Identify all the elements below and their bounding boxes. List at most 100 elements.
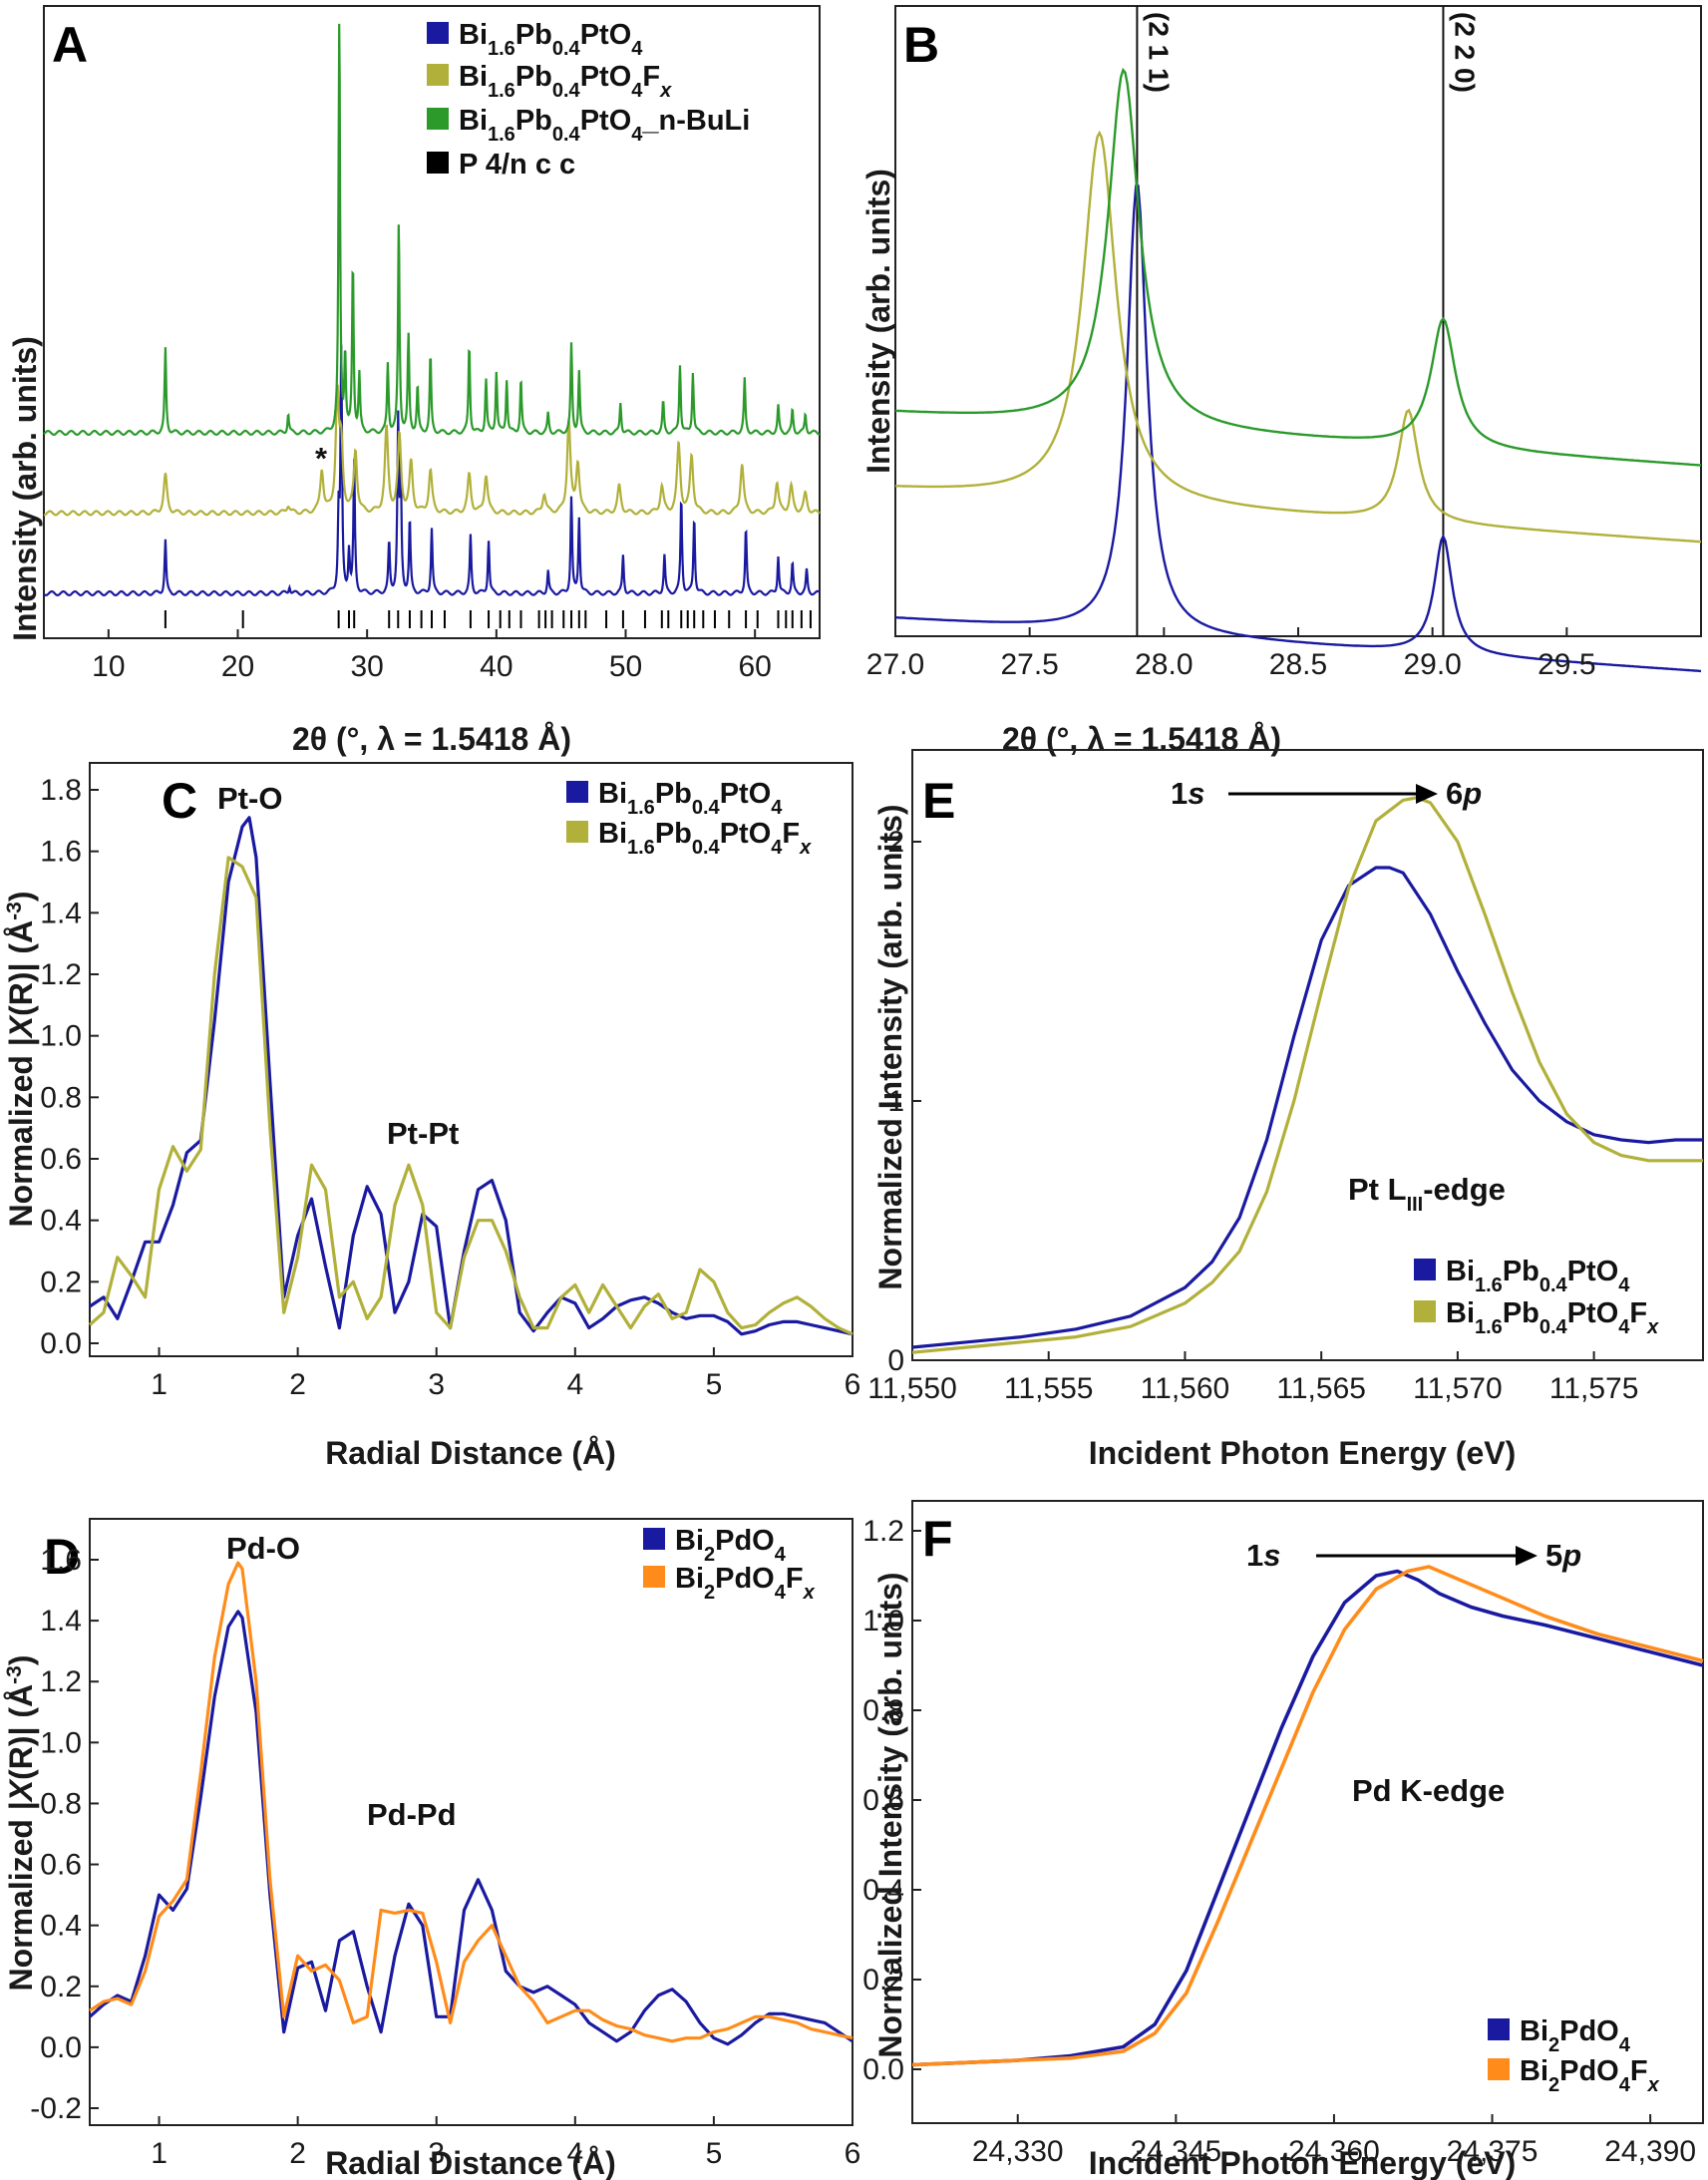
panel-e-legend: Bi1.6Pb0.4PtO4 Bi1.6Pb0.4PtO4Fx (1414, 1256, 1659, 1338)
panel-e-y-axis-title: Normalized Intensity (arb. units) (872, 804, 908, 1289)
panel-d: D 1 2 3 4 5 6-0.20.00.20.40.60.81.01.21.41.6 … (3, 1518, 860, 2180)
panel-b-x-tick-label: 28.5 (1269, 648, 1327, 681)
panel-a-legend-label-4: P 4/n c c (459, 149, 575, 181)
panel-e: E 11,550 11,555 11,560 11,565 11,570 11,57501… (867, 749, 1704, 1471)
panel-d-plot-frame (89, 1518, 854, 2126)
panel-f-x-tick-label: 24,345 (1130, 2135, 1221, 2168)
panel-f-x-tick-label: 24,390 (1604, 2135, 1696, 2168)
panel-d-y-tick-label: -0.2 (30, 2092, 82, 2125)
panel-d-y-tick-label: 1.4 (40, 1605, 82, 1637)
panel-a: A 10 20 30 40 50 60 * Intensity (arb. units) … (7, 5, 821, 757)
panel-f-transition-to: 5p (1545, 1538, 1581, 1573)
panel-d-y-tick-label: 0.8 (40, 1787, 82, 1820)
panel-f-legend-swatch-1 (1488, 2018, 1510, 2040)
panel-f-legend: Bi2PdO4 Bi2PdO4Fx (1488, 2015, 1660, 2096)
panel-f-y-tick-label: 1.0 (862, 1605, 904, 1637)
panel-e-legend-swatch-1 (1414, 1259, 1436, 1280)
panel-e-edge-label: Pt LIII-edge (1348, 1172, 1506, 1216)
panel-d-letter: D (44, 1529, 80, 1585)
panel-a-series-group (43, 23, 821, 597)
panel-a-plot-frame (43, 5, 821, 639)
panel-f-y-tick-label: 0.8 (862, 1694, 904, 1727)
panel-e-x-tick-label: 11,565 (1276, 1372, 1366, 1405)
panel-a-x-tick-label: 20 (221, 650, 254, 683)
panel-a-x-tick-label: 50 (609, 650, 642, 683)
panel-a-letter: A (52, 17, 88, 73)
panel-d-series-2-line (89, 1561, 854, 2043)
panel-a-series-1-line (43, 344, 821, 597)
panel-f-legend-label-1: Bi2PdO4 (1520, 2015, 1631, 2056)
panel-f-legend-swatch-2 (1488, 2058, 1510, 2080)
panel-a-legend-swatch-1 (427, 22, 449, 44)
panel-d-pd-pd-label: Pd-Pd (367, 1797, 457, 1832)
panel-f-ticks: 24,330 24,345 24,360 24,375 24,390 0.0 0.2 0.4 0… (862, 1515, 1696, 2168)
panel-e-y-tick-label: 1 (887, 1085, 904, 1118)
panel-a-x-tick-label: 40 (480, 650, 512, 683)
panel-d-y-tick-label: 1.0 (40, 1726, 82, 1759)
panel-c-legend-label-1: Bi1.6Pb0.4PtO4 (598, 778, 783, 819)
panel-a-series-3-line (43, 23, 821, 437)
panel-e-legend-swatch-2 (1414, 1300, 1436, 1322)
panel-a-x-axis-title: 2θ (°, λ = 1.5418 Å) (292, 721, 571, 757)
panel-f: F 24,330 24,345 24,360 24,375 24,390 0.0 0.2 0.… (862, 1500, 1704, 2180)
panel-c-legend-label-2: Bi1.6Pb0.4PtO4Fx (598, 818, 812, 859)
panel-f-y-tick-label: 0.6 (862, 1784, 904, 1817)
panel-e-y-tick-label: 2 (887, 826, 904, 859)
panel-f-y-tick-label: 0.2 (862, 1964, 904, 1997)
panel-e-x-axis-title: Incident Photon Energy (eV) (1089, 1435, 1516, 1471)
panel-b-x-tick-label: 27.5 (1000, 648, 1058, 681)
panel-b-x-tick-label: 29.0 (1403, 648, 1461, 681)
panel-d-x-tick-label: 2 (289, 2137, 306, 2170)
panel-c-letter: C (162, 773, 197, 829)
panel-c-pt-pt-label: Pt-Pt (387, 1116, 459, 1151)
panel-d-x-tick-label: 1 (151, 2137, 168, 2170)
panel-c-y-tick-label: 0.0 (40, 1327, 82, 1360)
panel-f-x-axis-title: Incident Photon Energy (eV) (1089, 2145, 1516, 2180)
panel-d-ticks: 1 2 3 4 5 6 -0.2 0.0 0.2 0.4 0.6 0.8 1.0 1.2 1.4 1.6 (30, 1544, 860, 2170)
panel-c-legend: Bi1.6Pb0.4PtO4 Bi1.6Pb0.4PtO4Fx (566, 778, 812, 859)
panel-e-transition-arrow-head (1416, 784, 1438, 804)
panel-f-y-tick-label: 0.0 (862, 2053, 904, 2086)
panel-d-x-axis-title: Radial Distance (Å) (325, 2145, 616, 2180)
panel-d-x-tick-label: 4 (566, 2137, 583, 2170)
panel-d-x-tick-label: 3 (428, 2137, 445, 2170)
panel-c-y-tick-label: 0.6 (40, 1143, 82, 1176)
panel-b-series-2-line (894, 130, 1702, 544)
panel-f-y-tick-label: 1.2 (862, 1515, 904, 1548)
panel-b-series-1-line (894, 184, 1702, 673)
panel-c-series-1-line (89, 816, 854, 1336)
panel-c-x-tick-label: 2 (289, 1368, 306, 1401)
panel-c-series-group (88, 816, 854, 1336)
panel-a-reflection-ticks (164, 610, 812, 628)
panel-f-edge-label: Pd K-edge (1352, 1773, 1505, 1808)
panel-d-series-group (88, 1561, 854, 2046)
panel-b-series-group (894, 67, 1702, 673)
panel-d-legend-label-1: Bi2PdO4 (675, 1525, 787, 1566)
panel-f-x-tick-label: 24,375 (1447, 2135, 1538, 2168)
panel-e-series-2-line (911, 796, 1703, 1354)
panel-a-x-tick-label: 30 (350, 650, 383, 683)
panel-d-legend-label-2: Bi2PdO4Fx (675, 1563, 816, 1604)
panel-b-x-tick-label: 29.5 (1537, 648, 1595, 681)
panel-d-y-tick-label: 1.2 (40, 1665, 82, 1698)
panel-c-y-tick-label: 1.4 (40, 897, 82, 929)
panel-a-series-2-line (44, 384, 821, 517)
panel-b-reference-label: (2 2 0) (1449, 12, 1480, 93)
panel-c-ticks: 1 2 3 4 5 6 0.0 0.2 0.4 0.6 0.8 1.0 1.2 1.4 1.6 1.8 (40, 774, 860, 1401)
panel-f-series-group (911, 1565, 1704, 2067)
panel-e-legend-label-1: Bi1.6Pb0.4PtO4 (1446, 1256, 1630, 1296)
panel-e-legend-label-2: Bi1.6Pb0.4PtO4Fx (1446, 1297, 1659, 1338)
panel-c-x-tick-label: 3 (428, 1368, 445, 1401)
panel-b-series-3-line (894, 67, 1702, 467)
panel-c-pt-o-label: Pt-O (217, 781, 282, 816)
panel-d-pd-o-label: Pd-O (226, 1531, 300, 1566)
panel-d-x-tick-label: 6 (845, 2137, 861, 2170)
panel-e-series-group (911, 796, 1703, 1354)
panel-f-series-2-line (911, 1565, 1704, 2067)
panel-d-legend-swatch-1 (643, 1528, 665, 1550)
panel-f-transition-annotation: 1s 5p (1246, 1538, 1581, 1573)
panel-e-y-tick-label: 0 (887, 1344, 904, 1377)
panel-a-x-tick-label: 10 (92, 650, 125, 683)
